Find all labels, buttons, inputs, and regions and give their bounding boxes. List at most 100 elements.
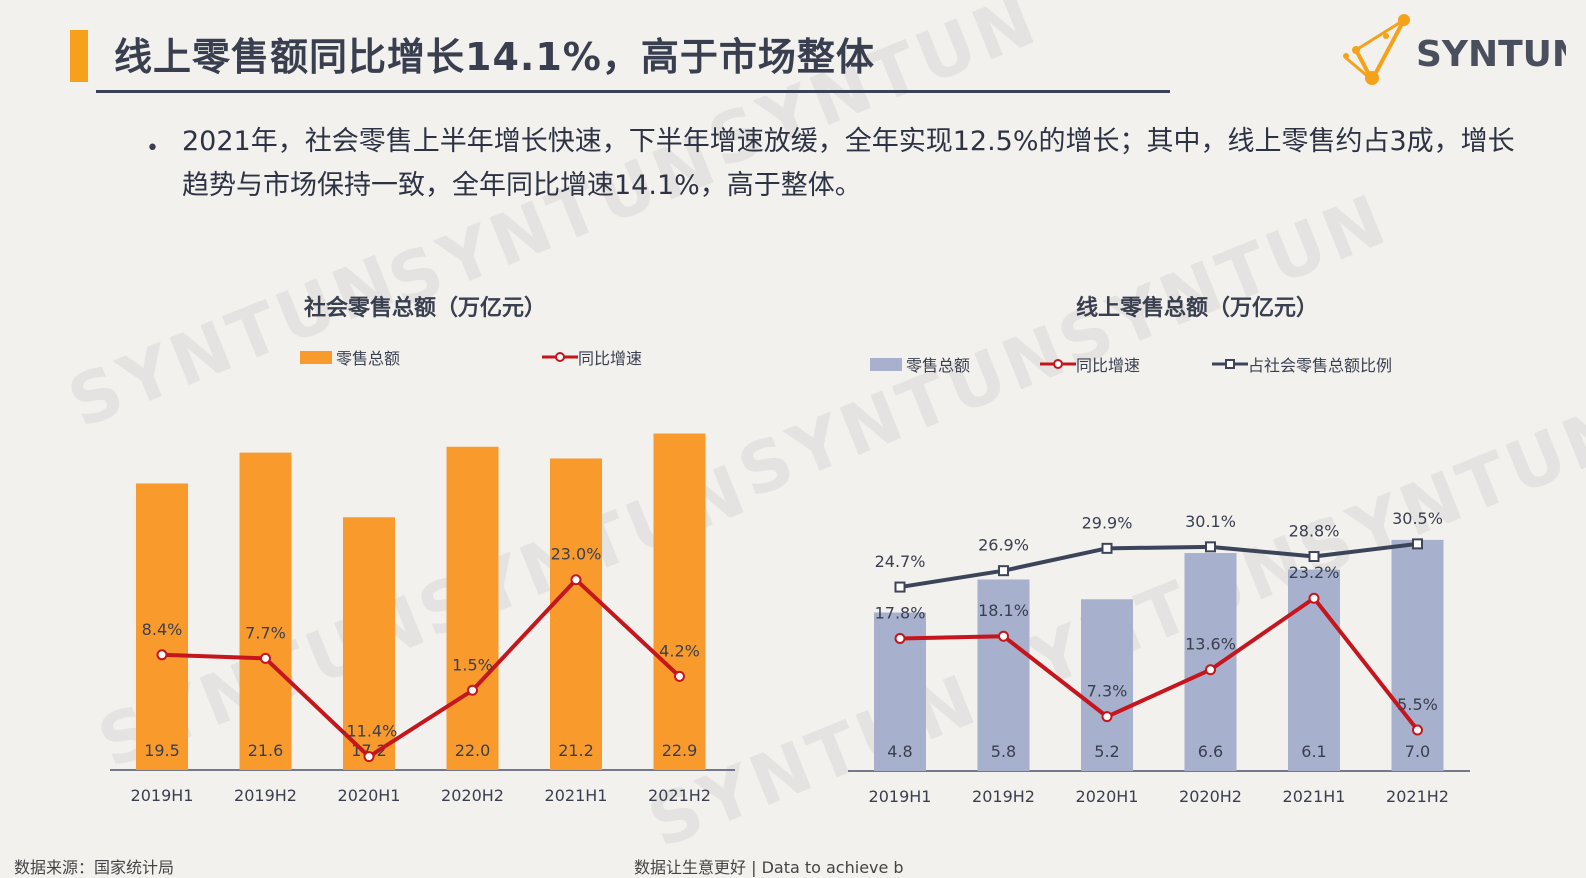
legend-swatch-orange [300, 350, 332, 364]
bar [1184, 553, 1237, 771]
right-chart-title: 线上零售总额（万亿元） [1076, 296, 1319, 321]
legend-swatch-red-line [1040, 359, 1076, 369]
share-point [1101, 542, 1113, 554]
bar [1081, 599, 1133, 771]
legend-label: 同比增速 [578, 349, 643, 368]
share-point [894, 581, 906, 593]
share-data-label: 29.9% [1082, 513, 1133, 532]
legend-label: 零售总额 [906, 356, 971, 375]
x-tick-label: 2021H2 [1386, 787, 1449, 806]
page-title: 线上零售额同比增长14.1%，高于市场整体 [114, 35, 875, 79]
x-tick-label: 2021H1 [545, 786, 608, 805]
bar [1391, 539, 1444, 771]
share-data-label: 26.9% [978, 536, 1029, 555]
x-tick-label: 2019H2 [972, 787, 1035, 806]
legend-right-share: 占社会零售总额比例 [1212, 352, 1392, 376]
growth-point [894, 632, 906, 644]
growth-data-label: 23.2% [1289, 563, 1340, 582]
growth-point [674, 670, 685, 682]
growth-data-label: 23.0% [551, 545, 602, 564]
growth-point [570, 574, 582, 586]
share-point [1308, 551, 1320, 563]
legend-left-bar: 零售总额 [300, 345, 400, 369]
growth-point [998, 630, 1009, 642]
growth-data-label: 13.6% [1185, 635, 1236, 654]
title-accent-bar [70, 30, 88, 82]
bar-value-label: 5.8 [991, 742, 1016, 761]
legend-right-growth: 同比增速 [1040, 352, 1140, 376]
growth-data-label: 7.3% [1087, 682, 1128, 701]
share-point [1205, 541, 1216, 553]
share-data-label: 24.7% [875, 552, 926, 571]
growth-point [260, 652, 271, 664]
legend-label: 占社会零售总额比例 [1248, 356, 1393, 375]
bar [653, 433, 706, 770]
legend-swatch-navy-line [1212, 359, 1248, 369]
bar-value-label: 5.2 [1094, 742, 1119, 761]
growth-data-label: 5.5% [1397, 695, 1438, 714]
share-line [899, 541, 1418, 590]
x-tick-label: 2021H1 [1283, 787, 1346, 806]
bar-value-label: 21.6 [248, 741, 284, 760]
legend-label: 零售总额 [336, 349, 401, 368]
growth-data-label: 18.1% [978, 601, 1029, 620]
bullet-text: 2021年，社会零售上半年增长快速，下半年增速放缓，全年实现12.5%的增长；其… [182, 126, 1515, 201]
growth-point [1308, 592, 1320, 604]
bar-value-label: 6.1 [1301, 742, 1326, 761]
legend-label: 同比增速 [1076, 356, 1141, 375]
x-tick-label: 2021H2 [648, 786, 711, 805]
share-point [998, 565, 1009, 577]
legend-swatch-blue [870, 357, 902, 371]
growth-point [1205, 664, 1216, 676]
growth-data-label: 1.5% [452, 655, 493, 674]
growth-point [1101, 711, 1113, 723]
bar-value-label: 7.0 [1405, 742, 1430, 761]
growth-point [156, 649, 168, 661]
bar-value-label: 22.0 [455, 741, 491, 760]
footer-slogan: 数据让生意更好 | Data to achieve b [634, 858, 904, 877]
title-underline [96, 90, 1170, 93]
legend-swatch-red-line [542, 352, 578, 362]
x-tick-label: 2020H1 [338, 786, 401, 805]
x-tick-label: 2019H1 [869, 787, 932, 806]
syntun-logo: SYNTUN [1343, 14, 1566, 85]
logo-mark-icon [1343, 14, 1410, 85]
legend-left-line: 同比增速 [542, 345, 642, 369]
bar-value-label: 19.5 [144, 741, 180, 760]
bar-value-label: 6.6 [1198, 742, 1223, 761]
growth-data-label: -11.4% [341, 722, 398, 741]
x-tick-label: 2020H2 [441, 786, 504, 805]
bullet-dot: • [146, 136, 159, 161]
bar-value-label: 21.2 [558, 741, 594, 760]
growth-data-label: 8.4% [142, 620, 183, 639]
bar [977, 579, 1030, 771]
bar [550, 458, 602, 770]
left-chart-title: 社会零售总额（万亿元） [304, 296, 547, 321]
share-data-label: 30.1% [1185, 512, 1236, 531]
bar-value-label: 4.8 [887, 742, 912, 761]
growth-data-label: 7.7% [245, 623, 286, 642]
growth-point [467, 684, 478, 696]
bar [239, 452, 292, 770]
legend-right-bar: 零售总额 [870, 352, 970, 376]
share-point [1412, 538, 1423, 550]
x-tick-label: 2020H2 [1179, 787, 1242, 806]
growth-point [1412, 724, 1423, 736]
growth-data-label: 17.8% [875, 603, 926, 622]
bar [343, 517, 395, 770]
x-tick-label: 2020H1 [1076, 787, 1139, 806]
share-data-label: 30.5% [1392, 509, 1443, 528]
growth-point [363, 751, 375, 763]
bar [136, 483, 188, 770]
x-tick-label: 2019H2 [234, 786, 297, 805]
x-tick-label: 2019H1 [131, 786, 194, 805]
logo-text: SYNTUN [1416, 34, 1566, 75]
growth-line [899, 596, 1420, 732]
growth-line [161, 577, 681, 759]
bar-value-label: 22.9 [662, 741, 698, 760]
share-data-label: 28.8% [1289, 522, 1340, 541]
growth-data-label: 4.2% [659, 641, 700, 660]
bar [446, 446, 499, 770]
